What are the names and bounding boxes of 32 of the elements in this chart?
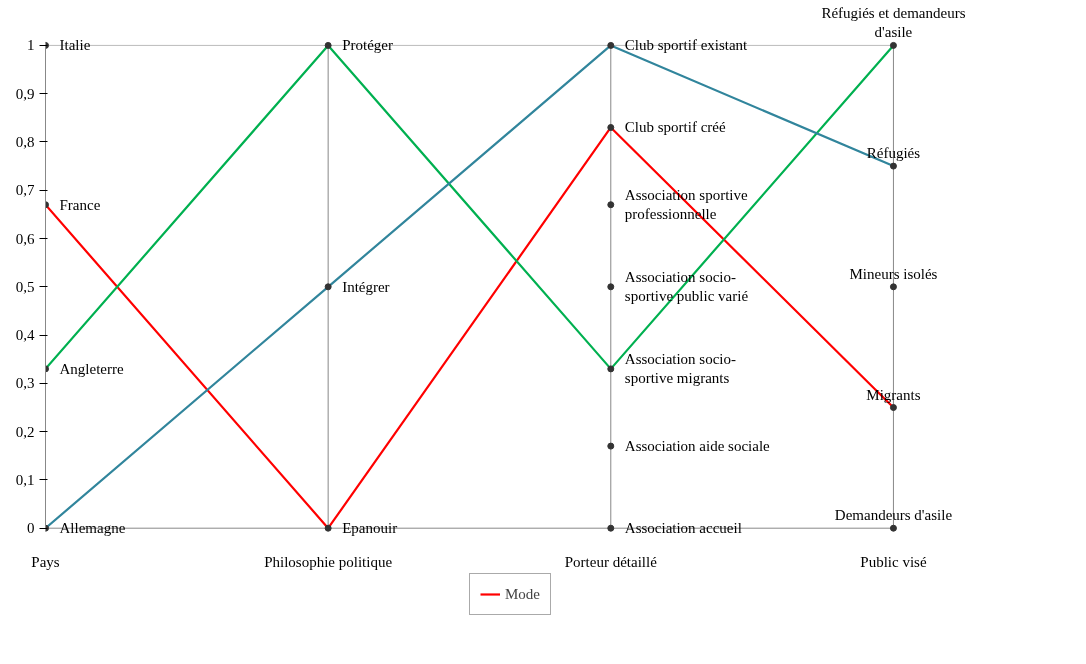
annotation: Réfugiés et demandeurs d'asile [821, 5, 966, 41]
y-tick-label: 0,4 [15, 327, 35, 344]
annotation: Protéger [342, 37, 393, 54]
y-tick-label: 0,3 [15, 375, 35, 392]
annotation: Association socio- sportive migrants [624, 351, 737, 387]
annotation: Mineurs isolés [849, 265, 938, 282]
annotation: Angleterre [59, 360, 124, 377]
y-tick-label: 0,6 [15, 230, 35, 247]
annotation: Epanouir [342, 520, 398, 537]
annotation: Club sportif existant [624, 37, 749, 54]
y-tick-label: 0,5 [15, 278, 35, 295]
annotation: Intégrer [342, 278, 390, 295]
y-tick-label: 0,7 [15, 182, 35, 199]
annotation: Italie [59, 37, 91, 54]
annotation: Club sportif créé [624, 119, 726, 136]
annotation: France [59, 196, 101, 213]
annotation: Association accueil [624, 520, 742, 537]
x-tick-label: Pays [31, 553, 60, 570]
y-tick-label: 0,9 [15, 85, 35, 102]
annotation: Allemagne [59, 520, 126, 537]
y-tick-label: 0 [27, 520, 35, 537]
x-tick-label: Porteur détaillé [564, 553, 658, 570]
x-tick-label: Philosophie politique [264, 553, 393, 570]
annotation: Association aide sociale [624, 438, 771, 455]
y-tick-label: 0,1 [15, 471, 35, 488]
annotation: Réfugiés [866, 145, 921, 162]
y-tick-label: 0,2 [15, 423, 35, 440]
y-tick-label: 0,8 [15, 133, 35, 150]
y-tick-label: 1 [27, 37, 35, 54]
legend-label: Mode [505, 585, 540, 603]
annotation: Demandeurs d'asile [834, 507, 953, 524]
x-tick-label: Public visé [860, 553, 927, 570]
